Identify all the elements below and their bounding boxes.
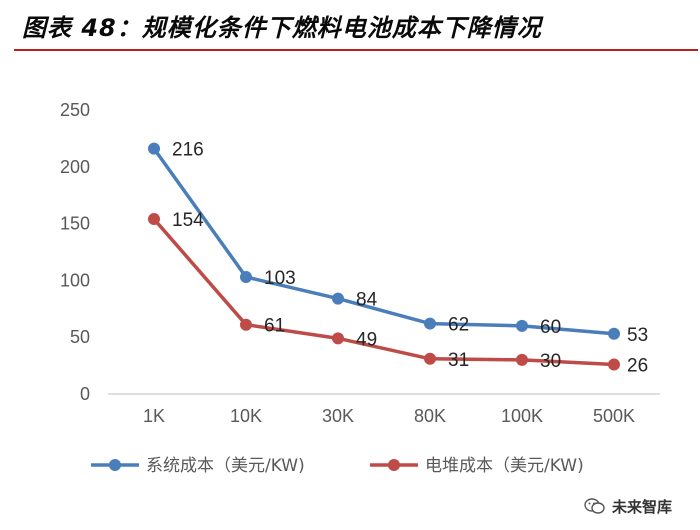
data-label: 53 xyxy=(627,325,648,346)
x-tick-label: 100K xyxy=(501,406,543,426)
data-point xyxy=(516,353,528,366)
data-point xyxy=(608,358,620,371)
data-label: 154 xyxy=(172,210,204,231)
x-tick-label: 500K xyxy=(593,406,635,426)
data-label: 216 xyxy=(172,140,204,161)
data-label: 60 xyxy=(540,317,561,338)
series-line-1 xyxy=(152,217,615,367)
figure-title: 图表 48：规模化条件下燃料电池成本下降情况 xyxy=(22,14,542,42)
data-point xyxy=(332,292,344,305)
data-label: 62 xyxy=(448,315,469,336)
y-tick-label: 200 xyxy=(60,157,90,177)
x-tick-label: 1K xyxy=(143,406,165,426)
data-label: 61 xyxy=(264,316,285,337)
data-point xyxy=(240,318,252,331)
legend-marker-1 xyxy=(388,459,400,471)
legend-label-1: 电堆成本（美元/KW) xyxy=(425,456,584,476)
y-tick-label: 250 xyxy=(60,100,90,120)
legend-label-0: 系统成本（美元/KW) xyxy=(146,456,305,476)
data-point xyxy=(240,270,252,283)
data-label: 30 xyxy=(540,351,561,372)
data-label: 26 xyxy=(627,355,648,376)
data-point xyxy=(332,332,344,345)
legend-marker-0 xyxy=(109,459,121,471)
data-label: 84 xyxy=(356,290,378,311)
data-point xyxy=(148,213,160,226)
data-point xyxy=(424,317,436,330)
series-line-0 xyxy=(152,147,615,336)
data-point xyxy=(608,327,620,340)
y-tick-label: 0 xyxy=(80,384,90,404)
data-label: 103 xyxy=(264,268,296,289)
y-tick-label: 50 xyxy=(70,327,90,347)
data-point xyxy=(424,352,436,365)
title-rule xyxy=(14,49,698,51)
data-label: 49 xyxy=(356,329,377,350)
y-tick-label: 100 xyxy=(60,270,90,290)
title-bar: 图表 48：规模化条件下燃料电池成本下降情况 xyxy=(0,0,700,51)
y-tick-label: 150 xyxy=(60,214,90,234)
watermark-text: 未来智库 xyxy=(612,497,673,516)
data-point xyxy=(516,319,528,332)
data-point xyxy=(148,142,160,155)
x-tick-label: 80K xyxy=(414,406,446,426)
wechat-icon xyxy=(584,498,605,514)
data-label: 31 xyxy=(448,350,469,371)
x-tick-label: 30K xyxy=(322,406,354,426)
watermark: 未来智库 xyxy=(584,494,672,518)
x-tick-label: 10K xyxy=(230,406,262,426)
